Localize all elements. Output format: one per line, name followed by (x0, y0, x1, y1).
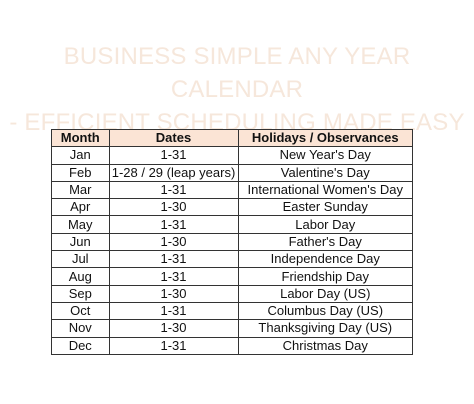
table-row: Oct 1-31 Columbus Day (US) (51, 301, 413, 321)
dates-cell: 1-31 (108, 301, 239, 321)
page-title: BUSINESS SIMPLE ANY YEAR CALENDAR - EFFI… (0, 40, 474, 139)
holiday-cell: International Women's Day (237, 180, 413, 200)
holiday-cell: Labor Day (US) (237, 284, 413, 303)
month-cell: Dec (51, 336, 110, 355)
holiday-cell: Father's Day (237, 232, 413, 252)
holiday-cell: Friendship Day (237, 267, 413, 286)
month-cell: Jan (51, 146, 110, 165)
holiday-cell: Thanksgiving Day (US) (237, 319, 413, 338)
table-row: Sep 1-30 Labor Day (US) (51, 284, 413, 303)
table-row: May 1-31 Labor Day (51, 215, 413, 234)
month-cell: Jun (51, 232, 110, 252)
holiday-cell: Columbus Day (US) (237, 301, 413, 321)
dates-cell: 1-31 (108, 180, 239, 200)
holiday-cell: Labor Day (237, 215, 413, 234)
holiday-cell: Independence Day (237, 250, 413, 269)
holiday-cell: New Year's Day (237, 146, 413, 165)
table-row: Jun 1-30 Father's Day (51, 232, 413, 252)
holiday-cell: Christmas Day (237, 336, 413, 355)
table-row: Dec 1-31 Christmas Day (51, 336, 413, 355)
table-row: Jul 1-31 Independence Day (51, 250, 413, 269)
month-cell: Nov (51, 319, 110, 338)
table-row: Jan 1-31 New Year's Day (51, 146, 413, 165)
dates-cell: 1-31 (108, 250, 239, 269)
table-row: Mar 1-31 International Women's Day (51, 180, 413, 200)
table-row: Apr 1-30 Easter Sunday (51, 198, 413, 217)
holiday-cell: Valentine's Day (237, 163, 413, 182)
dates-cell: 1-31 (108, 215, 239, 234)
dates-cell: 1-30 (108, 198, 239, 217)
header-month: Month (51, 128, 110, 148)
dates-cell: 1-31 (108, 267, 239, 286)
dates-cell: 1-28 / 29 (leap years) (108, 163, 239, 182)
dates-cell: 1-31 (108, 336, 239, 355)
month-cell: Sep (51, 284, 110, 303)
dates-cell: 1-30 (108, 284, 239, 303)
table-row: Feb 1-28 / 29 (leap years) Valentine's D… (51, 163, 413, 182)
month-cell: May (51, 215, 110, 234)
dates-cell: 1-30 (108, 319, 239, 338)
month-cell: Feb (51, 163, 110, 182)
dates-cell: 1-30 (108, 232, 239, 252)
month-cell: Aug (51, 267, 110, 286)
month-cell: Mar (51, 180, 110, 200)
header-row: Month Dates Holidays / Observances (51, 128, 413, 148)
header-dates: Dates (108, 128, 239, 148)
month-cell: Jul (51, 250, 110, 269)
holiday-cell: Easter Sunday (237, 198, 413, 217)
table-row: Aug 1-31 Friendship Day (51, 267, 413, 286)
month-cell: Apr (51, 198, 110, 217)
calendar-table: Month Dates Holidays / Observances Jan 1… (51, 128, 413, 355)
dates-cell: 1-31 (108, 146, 239, 165)
table-row: Nov 1-30 Thanksgiving Day (US) (51, 319, 413, 338)
title-line-1: BUSINESS SIMPLE ANY YEAR CALENDAR (63, 43, 411, 103)
month-cell: Oct (51, 301, 110, 321)
header-holidays: Holidays / Observances (237, 128, 413, 148)
